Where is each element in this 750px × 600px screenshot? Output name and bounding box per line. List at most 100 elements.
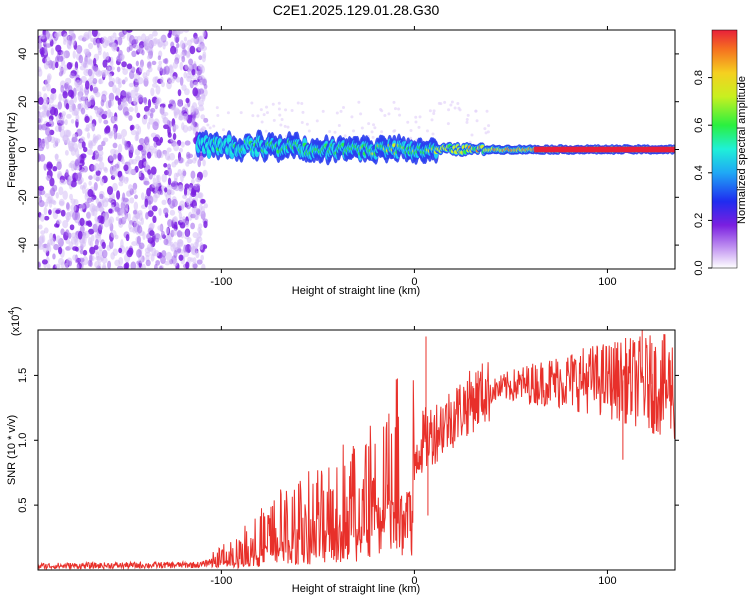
noise-blob [180,203,184,210]
noise-blob [182,113,189,122]
noise-blob [131,158,138,165]
noise-blob [40,34,46,40]
noise-blob [38,124,43,130]
signal-core [206,149,212,154]
noise-blob [43,163,47,171]
noise-blob [160,255,166,264]
faint-blob [373,126,377,130]
noise-blob [95,218,100,226]
noise-blob [125,233,130,242]
noise-blob [102,51,107,60]
noise-blob [158,235,162,241]
noise-blob [188,58,194,66]
noise-blob [58,198,65,207]
faint-blob [350,115,354,119]
noise-blob [190,213,196,219]
noise-blob [72,211,78,221]
noise-blob [191,102,198,111]
noise-blob [64,262,69,269]
noise-blob [160,76,164,84]
noise-blob [53,107,59,117]
faint-blob [352,129,356,133]
noise-blob [199,242,204,251]
noise-blob [93,173,98,181]
noise-blob [166,147,172,153]
noise-blob [45,127,51,136]
noise-blob [82,256,89,266]
noise-blob [148,204,153,211]
noise-blob [178,147,183,153]
noise-blob [181,55,186,63]
noise-blob [179,40,185,49]
noise-blob [199,75,204,82]
noise-blob [116,190,121,200]
noise-blob [72,87,77,97]
noise-blob [164,260,171,266]
noise-blob [157,66,163,72]
faint-blob [430,118,434,122]
noise-blob [50,187,56,197]
noise-blob [203,203,209,209]
noise-blob [157,55,162,61]
faint-blob [201,107,205,111]
noise-blob [151,205,158,212]
noise-blob [113,130,118,140]
noise-blob [49,177,55,187]
noise-blob [177,99,183,108]
noise-blob [116,265,124,269]
faint-blob [265,105,269,109]
faint-blob [446,122,450,126]
noise-blob [192,257,197,264]
signal-red-core [534,146,675,153]
noise-blob [52,166,58,172]
noise-blob [153,190,161,199]
noise-blob [168,99,176,105]
noise-blob [86,211,92,220]
snr-x-tick-label: 0 [411,575,417,587]
noise-blob [117,78,122,85]
noise-blob [151,60,157,66]
noise-blob [110,148,117,155]
faint-blob [251,114,255,118]
noise-blob [122,192,126,202]
noise-blob [197,64,204,70]
noise-blob [133,221,138,228]
noise-blob [163,238,169,246]
noise-blob [176,239,184,245]
noise-blob [70,198,76,205]
noise-blob [109,154,114,162]
noise-blob [69,98,74,108]
noise-blob [55,192,59,199]
noise-blob [197,192,204,199]
noise-blob [124,111,130,116]
noise-blob [183,251,190,258]
noise-blob [124,77,128,82]
noise-blob [137,125,142,135]
snr-y-tick-label: 0.5 [17,497,29,512]
faint-blob [305,122,309,126]
noise-blob [98,245,103,252]
noise-blob [150,166,157,175]
colorbar-ticks: 0.0 0.2 0.4 0.6 0.8 [693,70,712,276]
noise-blob [38,112,45,118]
noise-blob [168,64,173,71]
noise-blob [106,185,114,195]
noise-blob [87,149,94,156]
noise-blob [38,224,43,230]
colorbar-tick-label: 0.6 [693,118,705,133]
faint-blob [262,113,266,117]
faint-blob [457,106,461,110]
spectrogram-x-tick-label: -100 [210,276,232,288]
noise-blob [191,116,196,126]
noise-blob [183,30,190,33]
noise-blob [52,253,56,260]
noise-blob [99,205,104,213]
faint-blob [260,120,264,124]
noise-blob [202,78,207,86]
noise-blob [174,34,180,44]
faint-blob [279,123,283,127]
noise-blob [178,115,184,121]
faint-blob [284,108,288,112]
noise-blob [75,79,81,87]
noise-blob [100,70,107,75]
